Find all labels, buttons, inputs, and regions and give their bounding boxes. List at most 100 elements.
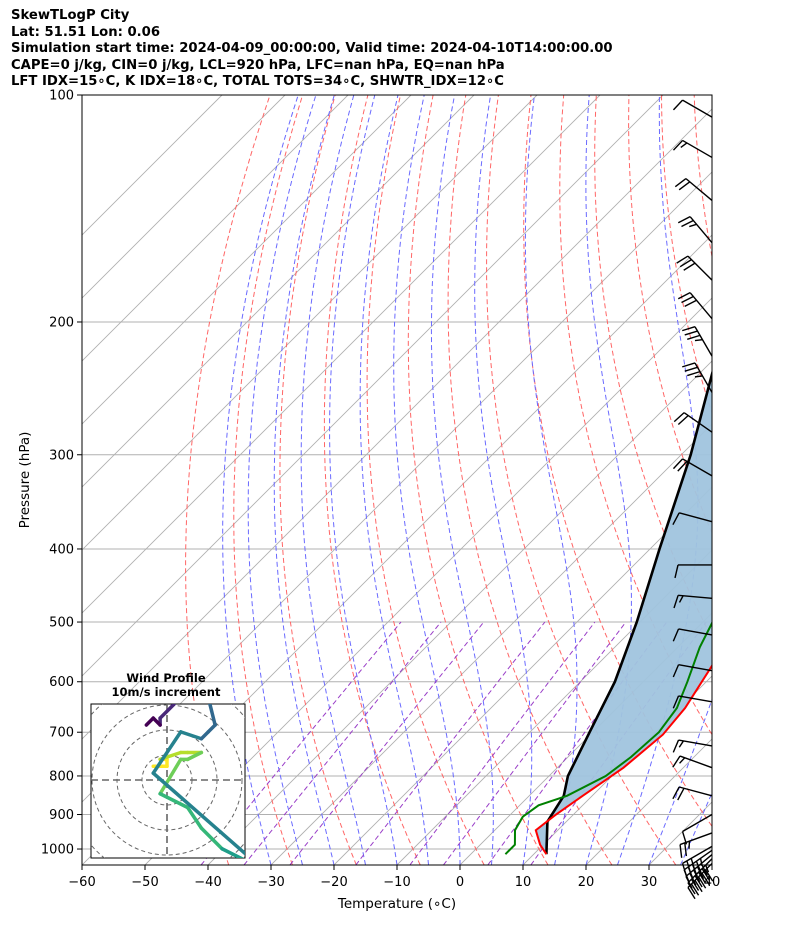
wind-barb bbox=[674, 564, 712, 579]
wind-barb-feather bbox=[676, 255, 689, 264]
y-tick-label: 400 bbox=[49, 542, 74, 557]
wind-barb-staff bbox=[687, 255, 713, 281]
stability-indices: LFT IDX=15∘C, K IDX=18∘C, TOTAL TOTS=34∘… bbox=[11, 74, 504, 90]
dry-adiabat bbox=[366, 95, 485, 865]
wind-barb-feather bbox=[689, 223, 697, 228]
parcel-profile-line bbox=[545, 369, 712, 855]
x-tick-label: −30 bbox=[257, 875, 284, 890]
x-tick-label: 10 bbox=[515, 875, 532, 890]
x-tick-label: 30 bbox=[641, 875, 658, 890]
station-title: SkewTLogP City bbox=[11, 8, 130, 23]
isotherm-line bbox=[82, 95, 412, 425]
hodograph-title: Wind Profile bbox=[126, 671, 206, 685]
isotherm-line bbox=[82, 95, 538, 551]
wind-barb-staff bbox=[678, 695, 713, 703]
wind-barb-feather bbox=[679, 844, 683, 858]
mixing-ratio-line bbox=[409, 621, 596, 865]
moist-adiabat bbox=[680, 791, 712, 865]
x-tick-label: −40 bbox=[194, 875, 221, 890]
y-tick-label: 200 bbox=[49, 315, 74, 330]
wind-barb bbox=[672, 695, 713, 709]
wind-barb-feather bbox=[690, 883, 700, 896]
wind-barb bbox=[682, 362, 713, 393]
wind-barb-feather bbox=[687, 370, 701, 377]
wind-barb-feather bbox=[677, 415, 689, 425]
wind-barb-staff bbox=[685, 178, 713, 202]
moist-adiabat bbox=[222, 95, 299, 865]
x-tick-label: 0 bbox=[456, 875, 464, 890]
wind-barb-staff bbox=[679, 755, 713, 769]
mixing-ratio-line bbox=[289, 621, 485, 865]
isotherm-line bbox=[144, 297, 712, 865]
y-tick-label: 700 bbox=[49, 726, 74, 741]
wind-barb bbox=[672, 512, 713, 525]
wind-barb-feather bbox=[701, 868, 710, 881]
temperature-profile-line bbox=[534, 663, 712, 855]
wind-barb-feather bbox=[672, 139, 684, 151]
wind-barb bbox=[672, 755, 713, 769]
chart-header: SkewTLogP City Lat: 51.51 Lon: 0.06 Simu… bbox=[11, 8, 613, 91]
wind-barb-staff bbox=[694, 326, 713, 357]
simulation-times: Simulation start time: 2024-04-09_00:00:… bbox=[11, 41, 613, 57]
moist-adiabat bbox=[617, 95, 699, 865]
x-tick-label: −50 bbox=[131, 875, 158, 890]
wind-barb-feather bbox=[681, 295, 694, 304]
wind-barb-feather bbox=[672, 628, 680, 642]
wind-barb-staff bbox=[678, 739, 713, 747]
wind-barb-feather bbox=[672, 458, 684, 470]
x-axis-label: Temperature (∘C) bbox=[337, 896, 456, 912]
x-tick-label: −20 bbox=[320, 875, 347, 890]
wind-barb-feather bbox=[672, 755, 681, 768]
isotherm-line bbox=[82, 95, 223, 236]
x-tick-label: −10 bbox=[383, 875, 410, 890]
wind-barb-feather bbox=[679, 259, 692, 268]
wind-barb-feather bbox=[673, 595, 679, 609]
wind-barb-staff bbox=[678, 664, 713, 672]
wind-barb-staff bbox=[682, 845, 713, 864]
dry-adiabat bbox=[233, 95, 304, 865]
wind-barb bbox=[672, 664, 713, 678]
isotherm-line bbox=[82, 95, 286, 299]
wind-barb-feather bbox=[687, 334, 701, 340]
wind-barb-staff bbox=[678, 628, 713, 636]
wind-barb-feather bbox=[672, 786, 680, 800]
wind-barb-staff bbox=[682, 458, 713, 477]
wind-barb-feather bbox=[694, 375, 703, 378]
wind-barb-feather bbox=[681, 219, 694, 228]
station-location: Lat: 51.51 Lon: 0.06 bbox=[11, 24, 161, 40]
isotherm-line bbox=[82, 95, 664, 677]
wind-barb-feather bbox=[677, 216, 691, 224]
wind-barb bbox=[672, 786, 713, 801]
hodograph-trace-segment bbox=[158, 704, 176, 720]
wind-barb bbox=[677, 216, 713, 244]
y-tick-label: 500 bbox=[49, 616, 74, 631]
hodograph-trace-segment bbox=[179, 730, 204, 741]
wind-barb-feather bbox=[701, 872, 710, 886]
wind-barb-feather bbox=[697, 871, 707, 884]
wind-barb-feather bbox=[678, 595, 684, 603]
wind-barb-feather bbox=[679, 757, 686, 764]
cape-shading bbox=[535, 374, 712, 855]
moist-adiabat bbox=[524, 95, 578, 865]
hodograph-trace-segment bbox=[185, 750, 204, 762]
wind-barb-feather bbox=[681, 863, 688, 877]
isotherm-line bbox=[522, 675, 712, 865]
wind-barb-staff bbox=[689, 292, 713, 320]
y-tick-label: 600 bbox=[49, 675, 74, 690]
moist-adiabat bbox=[247, 95, 317, 865]
mixing-ratio-line bbox=[243, 621, 442, 865]
wind-barb-staff bbox=[694, 362, 713, 393]
hodograph-plot bbox=[91, 704, 245, 858]
wind-barb-feather bbox=[704, 864, 710, 873]
wind-barb-feather bbox=[695, 860, 703, 874]
wind-barb-staff bbox=[678, 594, 713, 599]
wind-barb-feather bbox=[680, 142, 688, 149]
wind-barb-feather bbox=[686, 860, 692, 874]
wind-barb bbox=[672, 139, 713, 159]
wind-barb bbox=[673, 594, 713, 609]
adiabat-lines bbox=[185, 95, 712, 865]
wind-barb-feather bbox=[682, 326, 696, 332]
wind-barb-feather bbox=[672, 664, 680, 678]
wind-barb-staff bbox=[689, 216, 713, 244]
